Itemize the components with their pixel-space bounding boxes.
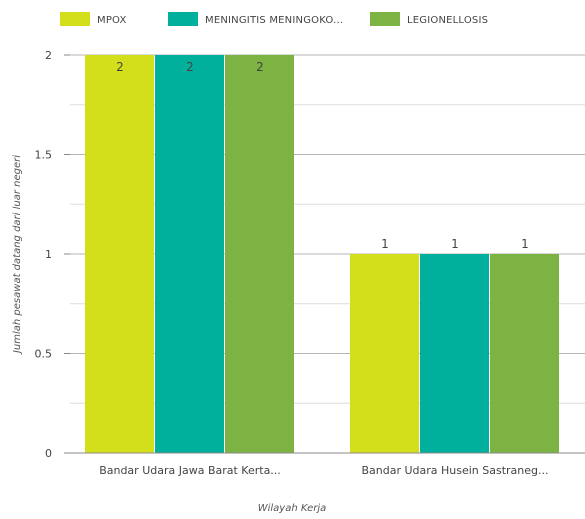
- bar-data-label: 1: [521, 237, 529, 251]
- y-tick-label: 1.5: [35, 149, 53, 162]
- bar-mpox: [350, 254, 419, 453]
- y-tick-label: 0: [45, 447, 52, 460]
- bar-data-label: 1: [381, 237, 389, 251]
- bar-data-label: 2: [116, 60, 124, 74]
- x-category-label: Bandar Udara Jawa Barat Kerta...: [99, 464, 281, 477]
- legend-label: LEGIONELLOSIS: [407, 15, 488, 26]
- bar-meningitis-meningoko: [155, 55, 224, 453]
- y-axis-title: Jumlah pesawat datang dari luar negeri: [12, 155, 23, 355]
- legend-swatch: [60, 12, 90, 26]
- legend-swatch: [168, 12, 198, 26]
- y-tick-label: 1: [45, 248, 52, 261]
- y-tick-label: 0.5: [35, 348, 53, 361]
- bar-data-label: 2: [186, 60, 194, 74]
- bar-legionellosis: [225, 55, 294, 453]
- bar-data-label: 1: [451, 237, 459, 251]
- bar-data-label: 2: [256, 60, 264, 74]
- x-category-label: Bandar Udara Husein Sastraneg...: [361, 464, 548, 477]
- bar-mpox: [85, 55, 154, 453]
- bar-legionellosis: [490, 254, 559, 453]
- bar-meningitis-meningoko: [420, 254, 489, 453]
- legend-label: MENINGITIS MENINGOKO...: [205, 15, 343, 26]
- legend-swatch: [370, 12, 400, 26]
- x-axis-title: Wilayah Kerja: [258, 503, 327, 514]
- y-tick-label: 2: [45, 49, 52, 62]
- legend-label: MPOX: [97, 15, 127, 26]
